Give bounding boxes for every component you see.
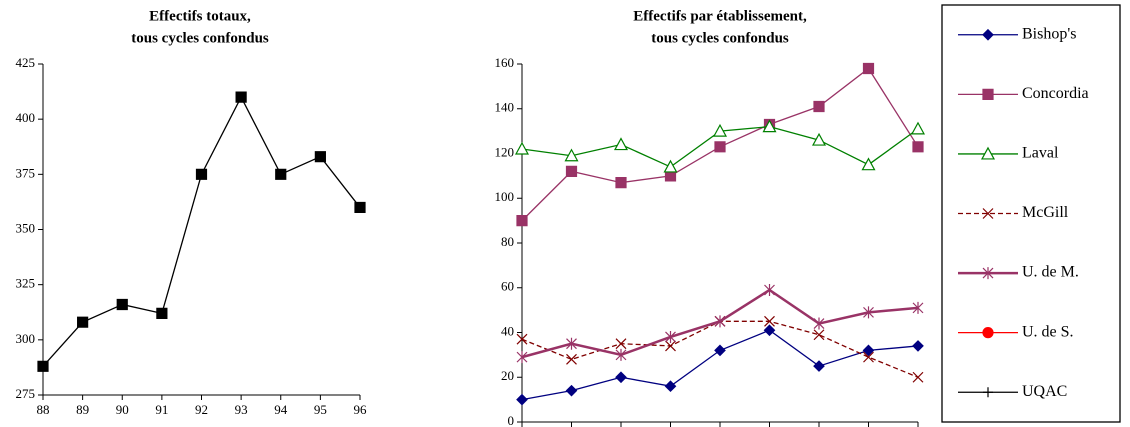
marker: [615, 176, 627, 189]
marker: [195, 168, 208, 180]
y-tick-label: 350: [16, 220, 36, 235]
x-tick-label: 96: [354, 402, 368, 417]
marker: [615, 348, 627, 361]
x-tick-label: 88: [37, 402, 50, 417]
marker: [712, 123, 728, 137]
y-tick-label: 120: [495, 144, 515, 159]
marker: [862, 344, 875, 357]
marker: [664, 380, 677, 393]
chart-title: tous cycles confondus: [131, 30, 269, 46]
marker: [980, 146, 996, 160]
marker: [566, 353, 577, 365]
x-tick-label: 89: [76, 402, 89, 417]
marker: [983, 387, 993, 398]
y-tick-label: 40: [501, 323, 514, 338]
x-tick-label: 92: [195, 402, 208, 417]
marker: [714, 141, 726, 153]
marker: [912, 141, 924, 153]
marker: [514, 141, 530, 155]
marker: [77, 316, 89, 328]
legend-label: Concordia: [1022, 85, 1089, 102]
marker: [863, 306, 874, 319]
marker: [613, 137, 629, 151]
marker: [156, 307, 168, 319]
y-tick-label: 275: [16, 386, 36, 401]
legend-label: Laval: [1022, 145, 1059, 162]
y-tick-label: 60: [501, 279, 514, 294]
y-tick-label: 400: [16, 110, 36, 125]
marker: [663, 159, 678, 173]
legend-label: Bishop's: [1022, 25, 1076, 42]
y-tick-label: 0: [508, 413, 515, 427]
marker: [116, 298, 128, 311]
x-tick-label: 94: [274, 402, 288, 417]
marker: [912, 340, 924, 352]
legend-label: McGill: [1022, 204, 1069, 221]
marker: [615, 338, 627, 350]
marker: [912, 371, 924, 383]
marker: [354, 201, 366, 214]
chart-title: tous cycles confondus: [651, 30, 789, 46]
x-tick-label: 91: [155, 402, 168, 417]
marker: [861, 157, 876, 171]
marker: [516, 393, 528, 406]
marker: [665, 330, 676, 343]
marker: [982, 88, 994, 100]
marker: [37, 360, 49, 372]
y-tick-label: 375: [16, 165, 36, 180]
legend-label: U. de S.: [1022, 323, 1074, 340]
marker: [910, 121, 926, 135]
marker: [615, 371, 627, 384]
legend-box: [941, 4, 1121, 423]
marker: [982, 208, 994, 219]
marker: [565, 165, 578, 177]
y-tick-label: 80: [501, 234, 514, 249]
marker: [516, 333, 528, 345]
marker: [813, 329, 825, 341]
y-tick-label: 160: [495, 55, 515, 70]
legend-label: UQAC: [1022, 383, 1067, 400]
marker: [813, 100, 825, 113]
legend-label: U. de M.: [1022, 264, 1079, 281]
marker: [862, 62, 875, 75]
marker: [235, 91, 247, 103]
marker: [764, 283, 775, 296]
marker: [314, 151, 326, 163]
x-tick-label: 90: [116, 402, 129, 417]
marker: [813, 360, 825, 372]
marker: [564, 148, 579, 162]
marker: [565, 384, 578, 397]
series-line: [42, 95, 361, 367]
chart-title: Effectifs totaux,: [149, 8, 251, 24]
marker: [982, 267, 994, 280]
marker: [516, 351, 528, 364]
y-tick-label: 425: [16, 55, 36, 70]
marker: [811, 132, 827, 146]
marker: [566, 337, 577, 350]
marker: [516, 215, 528, 227]
marker: [763, 324, 776, 337]
marker: [665, 340, 676, 352]
marker: [275, 168, 287, 180]
chart-title: Effectifs par établissement,: [633, 8, 807, 24]
marker: [982, 28, 994, 41]
marker: [764, 315, 775, 327]
marker: [714, 344, 726, 357]
x-tick-label: 93: [235, 402, 248, 417]
series-line: [521, 329, 919, 401]
marker: [714, 315, 726, 328]
y-tick-label: 300: [16, 331, 36, 346]
y-tick-label: 20: [501, 368, 514, 383]
marker: [813, 317, 825, 330]
marker: [982, 327, 994, 339]
marker: [762, 119, 777, 133]
marker: [863, 351, 874, 363]
marker: [912, 301, 924, 314]
x-tick-label: 95: [314, 402, 327, 417]
y-tick-label: 100: [495, 189, 515, 204]
y-tick-label: 140: [495, 100, 515, 115]
y-tick-label: 325: [16, 276, 36, 291]
